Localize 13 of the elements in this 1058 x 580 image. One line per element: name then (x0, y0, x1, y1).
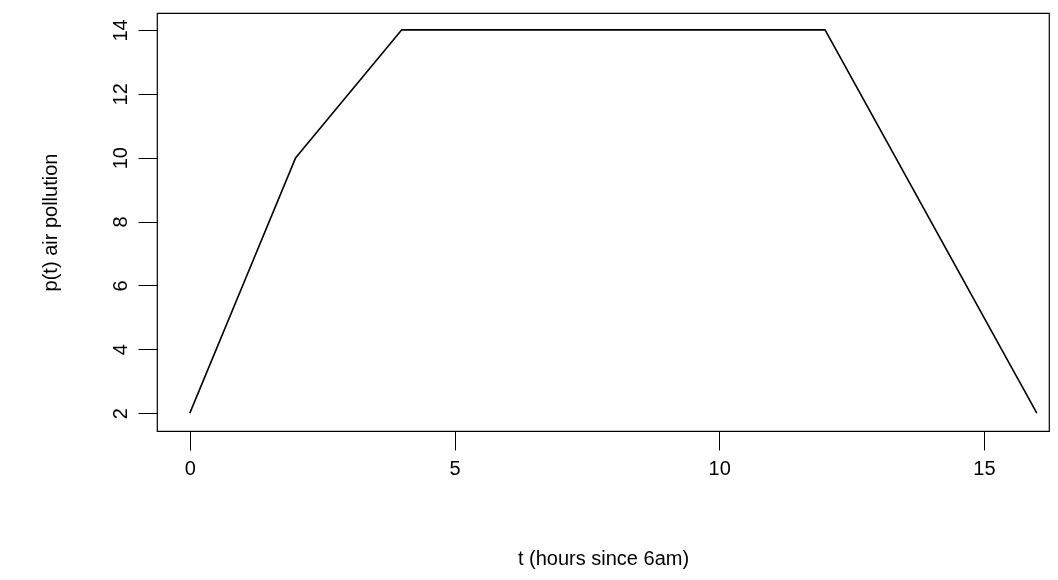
y-tick-label: 14 (108, 19, 131, 42)
y-tick-label: 4 (108, 344, 131, 356)
y-tick-label: 8 (108, 216, 131, 228)
y-axis-title: p(t) air pollution (38, 153, 61, 292)
x-tick-label: 15 (973, 456, 996, 479)
x-tick-label: 0 (184, 456, 196, 479)
y-tick-label: 6 (108, 280, 131, 292)
x-tick-label: 5 (449, 456, 461, 479)
x-axis-title: t (hours since 6am) (517, 546, 690, 569)
y-tick-label: 2 (108, 408, 131, 420)
y-tick-label: 12 (108, 83, 131, 106)
y-tick-label: 10 (108, 147, 131, 170)
x-tick-label: 10 (708, 456, 731, 479)
